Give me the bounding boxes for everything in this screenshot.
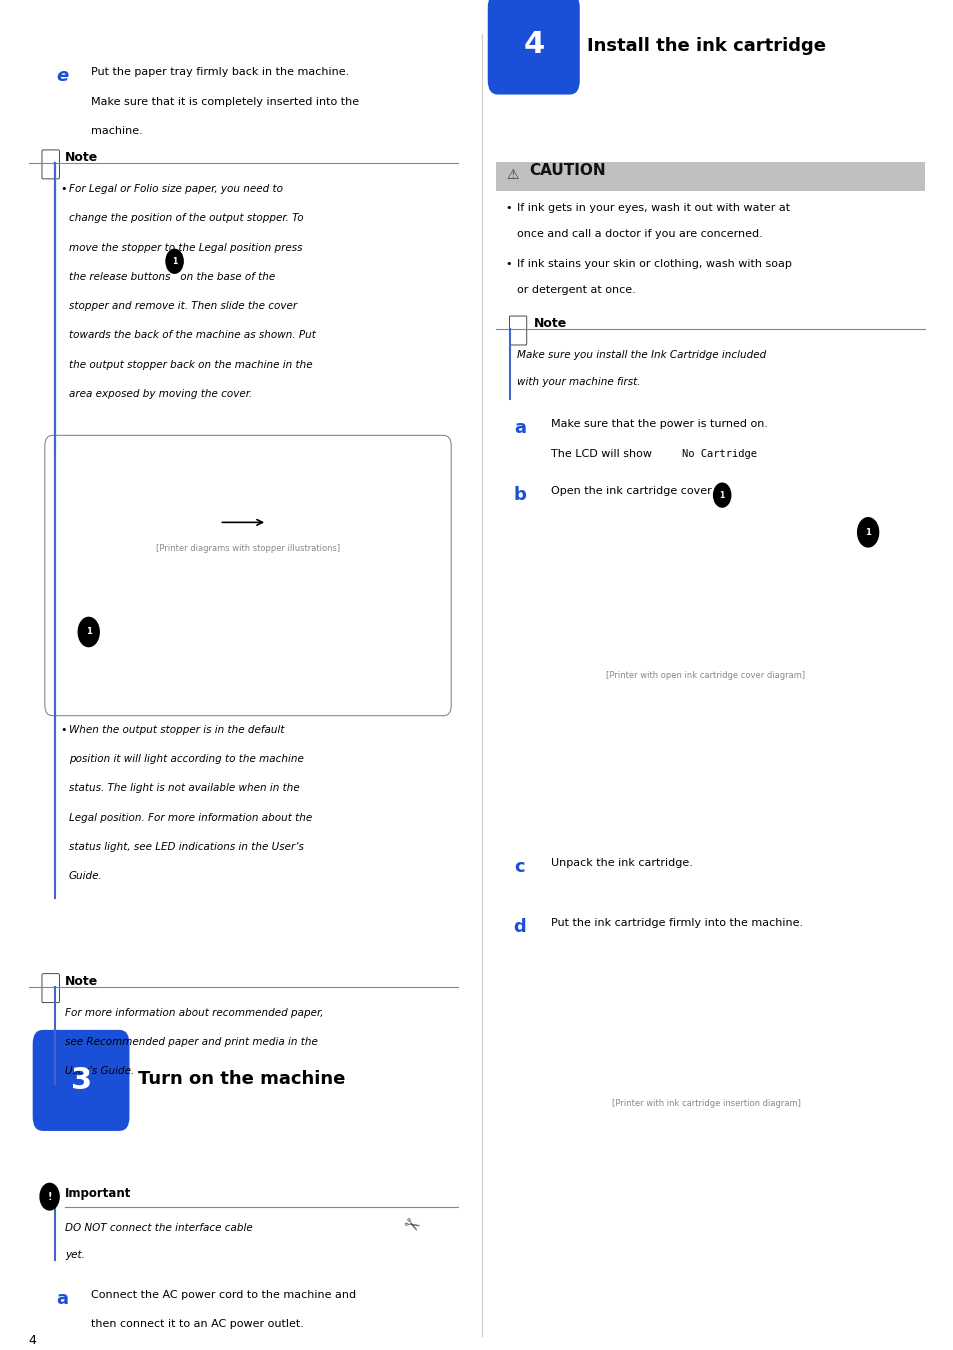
Text: When the output stopper is in the default: When the output stopper is in the defaul…	[69, 725, 284, 734]
Text: CAUTION: CAUTION	[529, 163, 605, 178]
Text: •: •	[505, 202, 512, 213]
Text: No Cartridge: No Cartridge	[681, 448, 757, 459]
Circle shape	[166, 250, 183, 273]
Text: Important: Important	[65, 1188, 132, 1200]
Text: Make sure that it is completely inserted into the: Make sure that it is completely inserted…	[91, 96, 358, 107]
Text: machine.: machine.	[91, 126, 142, 136]
Text: once and call a doctor if you are concerned.: once and call a doctor if you are concer…	[517, 230, 762, 239]
Circle shape	[713, 483, 730, 508]
Circle shape	[78, 617, 99, 647]
Text: Open the ink cartridge cover: Open the ink cartridge cover	[551, 486, 715, 495]
Text: •: •	[60, 725, 67, 734]
Text: d: d	[513, 918, 526, 936]
Text: •: •	[60, 184, 67, 194]
FancyBboxPatch shape	[42, 150, 59, 180]
Text: •: •	[505, 259, 512, 269]
Text: the output stopper back on the machine in the: the output stopper back on the machine i…	[69, 359, 312, 370]
Text: !: !	[48, 1192, 51, 1202]
Text: Connect the AC power cord to the machine and: Connect the AC power cord to the machine…	[91, 1289, 355, 1300]
FancyBboxPatch shape	[488, 0, 578, 95]
Text: the release buttons   on the base of the: the release buttons on the base of the	[69, 271, 274, 282]
Text: then connect it to an AC power outlet.: then connect it to an AC power outlet.	[91, 1319, 303, 1328]
Text: [Printer with ink cartridge insertion diagram]: [Printer with ink cartridge insertion di…	[611, 1099, 800, 1108]
Text: a: a	[56, 1289, 68, 1308]
Text: The LCD will show: The LCD will show	[551, 448, 656, 459]
Text: change the position of the output stopper. To: change the position of the output stoppe…	[69, 213, 303, 224]
Text: Note: Note	[65, 975, 98, 988]
FancyBboxPatch shape	[45, 435, 451, 716]
Text: Put the paper tray firmly back in the machine.: Put the paper tray firmly back in the ma…	[91, 68, 349, 77]
Text: with your machine first.: with your machine first.	[517, 377, 639, 387]
Text: Note: Note	[534, 317, 567, 331]
Text: Legal position. For more information about the: Legal position. For more information abo…	[69, 813, 312, 822]
Text: Make sure that the power is turned on.: Make sure that the power is turned on.	[551, 420, 767, 429]
Text: Guide.: Guide.	[69, 871, 102, 882]
Text: .: .	[753, 448, 757, 459]
FancyBboxPatch shape	[42, 973, 59, 1003]
Text: Turn on the machine: Turn on the machine	[138, 1071, 345, 1088]
Text: area exposed by moving the cover.: area exposed by moving the cover.	[69, 389, 252, 398]
Text: DO NOT connect the interface cable: DO NOT connect the interface cable	[65, 1223, 253, 1234]
Text: ✂: ✂	[398, 1214, 421, 1238]
Text: move the stopper to the Legal position press: move the stopper to the Legal position p…	[69, 243, 302, 252]
Text: Note: Note	[65, 151, 98, 163]
Text: Unpack the ink cartridge.: Unpack the ink cartridge.	[551, 857, 693, 868]
FancyBboxPatch shape	[505, 938, 915, 1270]
Text: Install the ink cartridge: Install the ink cartridge	[586, 36, 825, 55]
Text: 1: 1	[719, 490, 724, 500]
Text: c: c	[514, 857, 525, 876]
Text: 3: 3	[71, 1066, 91, 1095]
Text: see Recommended paper and print media in the: see Recommended paper and print media in…	[65, 1037, 317, 1048]
Text: status light, see LED indications in the User’s: status light, see LED indications in the…	[69, 842, 303, 852]
Text: towards the back of the machine as shown. Put: towards the back of the machine as shown…	[69, 331, 315, 340]
Text: status. The light is not available when in the: status. The light is not available when …	[69, 783, 299, 794]
Text: 1: 1	[86, 628, 91, 636]
Circle shape	[40, 1184, 59, 1210]
Text: Make sure you install the Ink Cartridge included: Make sure you install the Ink Cartridge …	[517, 350, 765, 360]
Text: [Printer with open ink cartridge cover diagram]: [Printer with open ink cartridge cover d…	[606, 671, 804, 679]
Text: b: b	[513, 486, 526, 504]
Text: For Legal or Folio size paper, you need to: For Legal or Folio size paper, you need …	[69, 184, 282, 194]
FancyBboxPatch shape	[33, 1030, 129, 1130]
Text: 1: 1	[172, 256, 177, 266]
FancyBboxPatch shape	[509, 316, 526, 346]
Text: Put the ink cartridge firmly into the machine.: Put the ink cartridge firmly into the ma…	[551, 918, 802, 927]
Text: e: e	[56, 68, 68, 85]
Text: yet.: yet.	[65, 1250, 85, 1260]
FancyBboxPatch shape	[496, 162, 924, 190]
Text: position it will light according to the machine: position it will light according to the …	[69, 755, 303, 764]
Text: [Printer diagrams with stopper illustrations]: [Printer diagrams with stopper illustrat…	[155, 544, 340, 554]
Text: or detergent at once.: or detergent at once.	[517, 285, 635, 296]
Text: If ink stains your skin or clothing, wash with soap: If ink stains your skin or clothing, was…	[517, 259, 791, 269]
Text: ⚠: ⚠	[505, 167, 518, 182]
Text: 1: 1	[864, 528, 870, 537]
Text: User’s Guide.: User’s Guide.	[65, 1066, 134, 1076]
Text: If ink gets in your eyes, wash it out with water at: If ink gets in your eyes, wash it out wi…	[517, 202, 789, 213]
Text: For more information about recommended paper,: For more information about recommended p…	[65, 1008, 323, 1018]
Text: 4: 4	[522, 30, 544, 58]
FancyBboxPatch shape	[505, 506, 915, 845]
Text: a: a	[514, 420, 525, 437]
Text: 4: 4	[29, 1334, 36, 1346]
Circle shape	[857, 517, 878, 547]
Text: stopper and remove it. Then slide the cover: stopper and remove it. Then slide the co…	[69, 301, 296, 310]
